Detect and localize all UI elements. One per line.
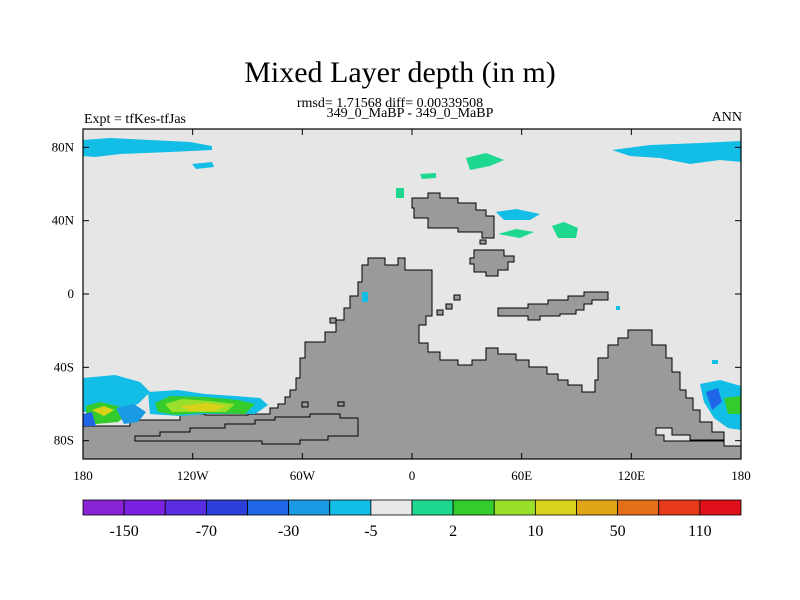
x-tick-label: 180 [73,468,93,483]
x-tick-label: 0 [409,468,416,483]
colorbar-swatch [123,499,166,516]
chart-title: Mixed Layer depth (in m) [244,56,556,89]
colorbar-swatch [247,499,290,516]
colorbar-swatch [288,499,331,516]
colorbar-swatch [329,499,372,516]
colorbar-swatch [370,499,413,516]
patch-arctic-east [612,141,741,164]
colorbar-swatch [82,499,125,516]
patch-lat-blue [362,292,368,302]
x-tick-label: 180 [731,468,751,483]
land-north-island [469,249,515,277]
patch-se-small [712,360,718,364]
colorbar-label: 110 [688,523,711,540]
case-names: 349_0_MaBP - 349_0_MaBP [326,106,494,121]
x-tick-label: 120W [177,468,210,483]
y-tick-label: 80N [52,139,75,154]
anomaly-patches [83,138,741,430]
land-islet-4 [329,317,337,324]
colorbar-swatch [205,499,248,516]
y-tick-label: 80S [54,433,74,448]
patch-arctic-small [420,173,436,179]
y-tick-label: 40N [52,213,75,228]
colorbar-label: -70 [196,523,217,540]
land-islet-2 [445,303,453,310]
land-masses [82,192,742,460]
land-islet-7 [479,239,487,245]
patch-sw-yellow [92,406,114,416]
patch-north-atl [396,188,404,198]
land-main-continent [82,257,742,460]
colorbar-label: 2 [449,523,457,540]
land-islet-3 [436,309,444,316]
y-tick-label: 0 [68,286,75,301]
experiment-label: Expt = tfKes-tfJas [84,112,186,127]
colorbar-swatch [576,499,619,516]
colorbar-swatch [658,499,701,516]
colorbar-swatch [164,499,207,516]
x-tick-label: 60W [290,468,316,483]
colorbar-swatch [493,499,536,516]
patch-se-green [724,396,741,414]
patch-sw-darkblue [83,412,96,426]
x-tick-label: 120E [618,468,646,483]
colorbar-label: -5 [364,523,377,540]
patch-eq-small [616,306,620,310]
patch-sw-blue [116,404,146,424]
patch-mid-north-green-1 [498,229,534,238]
y-tick-label: 40S [54,359,74,374]
colorbar-swatch [617,499,660,516]
colorbar-label: 50 [610,523,626,540]
season-label: ANN [711,110,742,125]
land-equatorial [497,291,609,321]
colorbar-swatch [534,499,577,516]
colorbar-label: -150 [109,523,138,540]
patch-se-darkblue [706,388,722,410]
colorbar-swatch [699,499,742,516]
patch-arctic-green [466,153,504,170]
land-islet-1 [453,294,461,301]
patch-mid-north-green-2 [552,222,578,238]
patch-north-pacific-small [192,162,214,169]
land-north-asia [411,192,495,239]
rmsd-diff-stats: rmsd= 1.71568 diff= 0.00339508 [296,96,484,111]
land-islet-5 [301,401,309,408]
patch-north-pacific-west [83,138,212,157]
colorbar-label: 10 [527,523,543,540]
colorbar-swatch [452,499,495,516]
land-islet-6 [337,401,345,407]
x-tick-label: 60E [511,468,532,483]
colorbar: -150 -70 -30 -5 2 10 50 110 [82,499,742,540]
patch-mid-north-blue [496,209,540,220]
colorbar-swatch [411,499,454,516]
axis-ticks: 180 120W 60W 0 60E 120E 180 80N 40N 0 40S 80S [52,129,751,483]
colorbar-label: -30 [278,523,299,540]
patch-south-pacific-gold [180,403,226,411]
